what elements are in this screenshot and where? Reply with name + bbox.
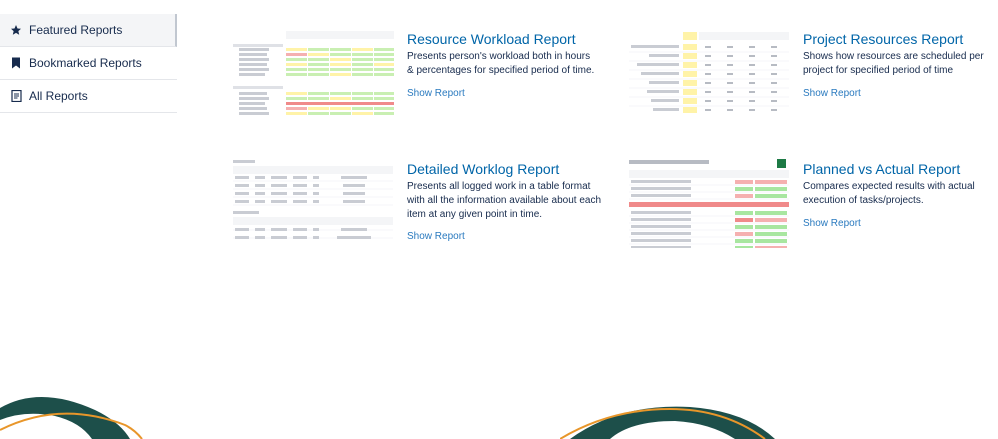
project-resources-thumbnail[interactable] — [627, 28, 791, 118]
show-report-link-detailed-worklog[interactable]: Show Report — [407, 231, 465, 242]
worklog-preview-image — [233, 160, 393, 239]
sidebar-item-label: All Reports — [29, 89, 88, 103]
decorative-arc-right — [560, 406, 775, 439]
resource-workload-thumbnail[interactable] — [231, 28, 395, 118]
bookmark-icon — [9, 56, 23, 70]
report-title-planned-vs-actual[interactable]: Planned vs Actual Report — [803, 161, 961, 177]
detailed-worklog-thumbnail[interactable] — [231, 158, 395, 248]
show-report-link-project-resources[interactable]: Show Report — [803, 88, 861, 99]
sidebar-item-featured-reports[interactable]: Featured Reports — [0, 14, 177, 47]
report-list-icon — [9, 89, 23, 103]
report-description-project-resources: Shows how resources are scheduled per pr… — [803, 51, 984, 76]
report-description-detailed-worklog: Presents all logged work in a table form… — [407, 181, 602, 220]
sidebar-item-bookmarked-reports[interactable]: Bookmarked Reports — [0, 47, 177, 80]
report-description-resource-workload: Presents person's workload both in hours… — [407, 51, 595, 76]
show-report-link-planned-vs-actual[interactable]: Show Report — [803, 218, 861, 229]
report-title-resource-workload[interactable]: Resource Workload Report — [407, 31, 576, 47]
sidebar-item-label: Featured Reports — [29, 23, 123, 37]
workload-preview-image — [233, 31, 394, 115]
planned-vs-actual-thumbnail[interactable] — [627, 158, 791, 248]
decorative-arc-left — [0, 396, 143, 439]
sidebar-item-label: Bookmarked Reports — [29, 56, 142, 70]
report-description-planned-vs-actual: Compares expected results with actual ex… — [803, 181, 975, 206]
star-icon — [9, 23, 23, 37]
sidebar-item-all-reports[interactable]: All Reports — [0, 80, 177, 113]
sidebar: Featured Reports Bookmarked Reports All … — [0, 14, 177, 113]
show-report-link-resource-workload[interactable]: Show Report — [407, 88, 465, 99]
project-resources-preview-image — [629, 32, 789, 113]
report-title-project-resources[interactable]: Project Resources Report — [803, 31, 964, 47]
report-title-detailed-worklog[interactable]: Detailed Worklog Report — [407, 161, 560, 177]
planned-actual-preview-image — [629, 159, 789, 248]
